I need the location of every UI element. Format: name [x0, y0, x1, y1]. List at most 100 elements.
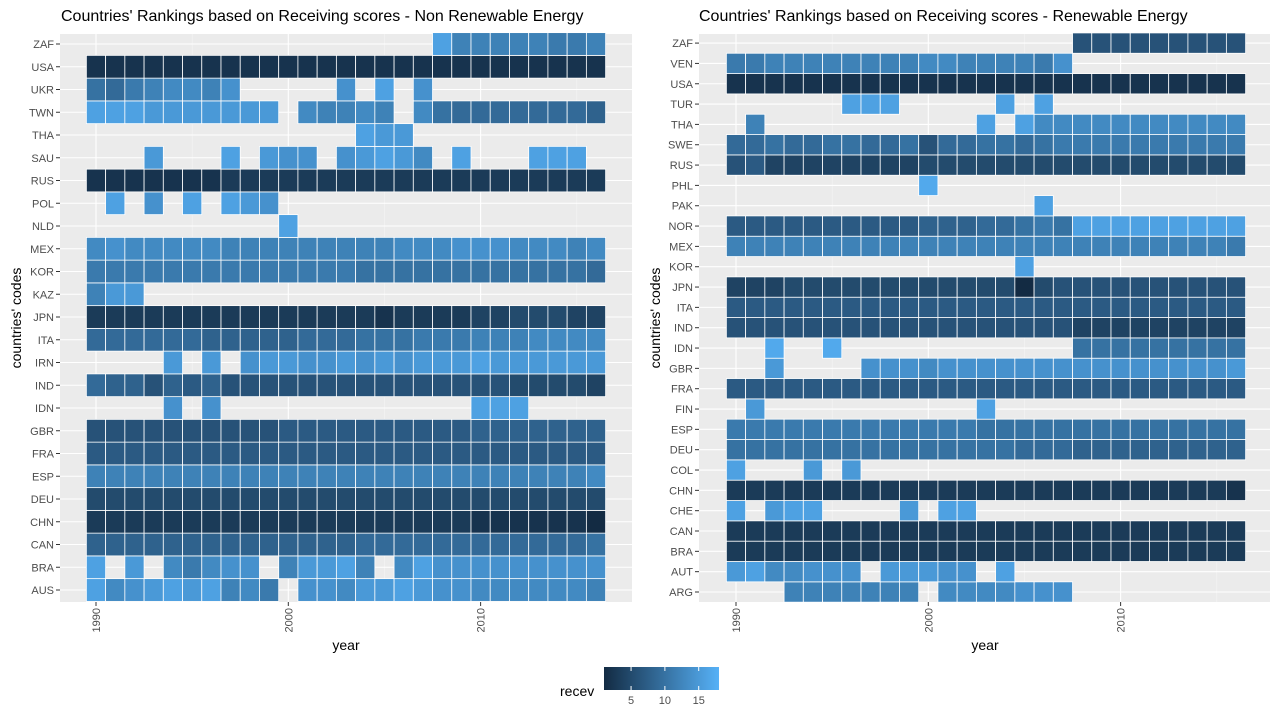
- heatmap-tile: [547, 236, 568, 261]
- heatmap-tile: [509, 555, 530, 580]
- heatmap-tile: [841, 520, 862, 542]
- heatmap-tile: [259, 418, 280, 443]
- heatmap-tile: [201, 236, 222, 261]
- heatmap-tile: [297, 350, 318, 375]
- heatmap-tile: [725, 561, 747, 583]
- heatmap-tile: [470, 168, 491, 193]
- heatmap-tile: [509, 168, 530, 193]
- heatmap-tile: [822, 235, 843, 257]
- heatmap-tile: [509, 305, 530, 329]
- y-tick-label: CAN: [31, 540, 54, 552]
- heatmap-tile: [105, 168, 126, 193]
- heatmap-tile: [1129, 479, 1150, 501]
- heatmap-tile: [1206, 215, 1227, 237]
- heatmap-tile: [1110, 378, 1131, 400]
- heatmap-tile: [860, 479, 881, 501]
- heatmap-tile: [764, 378, 785, 400]
- heatmap-tile: [374, 100, 395, 125]
- legend-tick-label: 10: [659, 695, 671, 707]
- left-x-axis: 1990 2000 2010: [91, 602, 488, 632]
- heatmap-tile: [841, 459, 862, 481]
- heatmap-tile: [899, 520, 920, 542]
- heatmap-tile: [374, 236, 395, 261]
- heatmap-tile: [470, 373, 491, 398]
- heatmap-tile: [220, 555, 241, 580]
- heatmap-tile: [1187, 235, 1208, 257]
- heatmap-tile: [509, 373, 530, 398]
- heatmap-tile: [1052, 439, 1073, 461]
- heatmap-tile: [374, 259, 395, 284]
- heatmap-tile: [899, 357, 920, 379]
- heatmap-tile: [489, 441, 510, 466]
- heatmap-tile: [956, 439, 977, 461]
- y-tick-label: VEN: [670, 58, 693, 70]
- heatmap-tile: [745, 134, 766, 156]
- heatmap-tile: [1052, 418, 1073, 440]
- heatmap-tile: [764, 52, 785, 74]
- heatmap-tile: [412, 145, 433, 170]
- heatmap-tile: [143, 464, 164, 489]
- heatmap-tile: [764, 540, 785, 562]
- heatmap-tile: [124, 578, 145, 602]
- heatmap-tile: [725, 134, 747, 156]
- y-tick-label: GBR: [30, 426, 54, 438]
- heatmap-tile: [1014, 581, 1035, 603]
- heatmap-tile: [124, 373, 145, 398]
- heatmap-tile: [432, 168, 453, 193]
- heatmap-tile: [143, 168, 164, 193]
- heatmap-tile: [547, 32, 568, 56]
- heatmap-tile: [335, 145, 357, 170]
- heatmap-tile: [470, 259, 491, 284]
- heatmap-tile: [509, 259, 530, 284]
- heatmap-tile: [1187, 113, 1208, 135]
- heatmap-tile: [124, 464, 145, 489]
- heatmap-tile: [374, 441, 395, 466]
- heatmap-tile: [355, 441, 376, 466]
- heatmap-tile: [143, 236, 164, 261]
- heatmap-tile: [725, 459, 747, 481]
- heatmap-tile: [879, 439, 900, 461]
- heatmap-tile: [725, 235, 747, 257]
- heatmap-tile: [822, 52, 843, 74]
- heatmap-tile: [1187, 215, 1208, 237]
- heatmap-tile: [297, 145, 318, 170]
- heatmap-tile: [585, 578, 607, 602]
- heatmap-tile: [879, 357, 900, 379]
- y-tick-label: FIN: [675, 404, 693, 416]
- heatmap-tile: [1014, 317, 1035, 339]
- heatmap-tile: [143, 191, 164, 216]
- heatmap-tile: [879, 520, 900, 542]
- heatmap-tile: [1149, 73, 1170, 95]
- heatmap-tile: [451, 441, 472, 466]
- heatmap-tile: [470, 327, 491, 352]
- heatmap-tile: [1129, 215, 1150, 237]
- heatmap-tile: [85, 373, 107, 398]
- heatmap-tile: [745, 398, 766, 420]
- heatmap-tile: [105, 282, 126, 307]
- heatmap-tile: [937, 296, 958, 318]
- heatmap-tile: [355, 259, 376, 284]
- heatmap-tile: [297, 168, 318, 193]
- heatmap-tile: [489, 418, 510, 443]
- heatmap-tile: [182, 54, 203, 79]
- heatmap-tile: [899, 276, 920, 298]
- heatmap-tile: [470, 305, 491, 329]
- heatmap-tile: [182, 487, 203, 511]
- heatmap-tile: [937, 276, 958, 298]
- heatmap-tile: [143, 578, 164, 602]
- heatmap-tile: [566, 327, 587, 352]
- heatmap-tile: [470, 464, 491, 489]
- heatmap-tile: [899, 52, 920, 74]
- heatmap-tile: [802, 581, 823, 603]
- heatmap-tile: [956, 520, 977, 542]
- heatmap-tile: [585, 305, 607, 329]
- heatmap-tile: [918, 215, 939, 237]
- heatmap-tile: [528, 418, 549, 443]
- heatmap-tile: [105, 441, 126, 466]
- heatmap-tile: [105, 77, 126, 102]
- heatmap-tile: [1091, 357, 1112, 379]
- heatmap-tile: [335, 418, 357, 443]
- heatmap-tile: [162, 373, 183, 398]
- heatmap-tile: [879, 235, 900, 257]
- heatmap-tile: [220, 509, 241, 534]
